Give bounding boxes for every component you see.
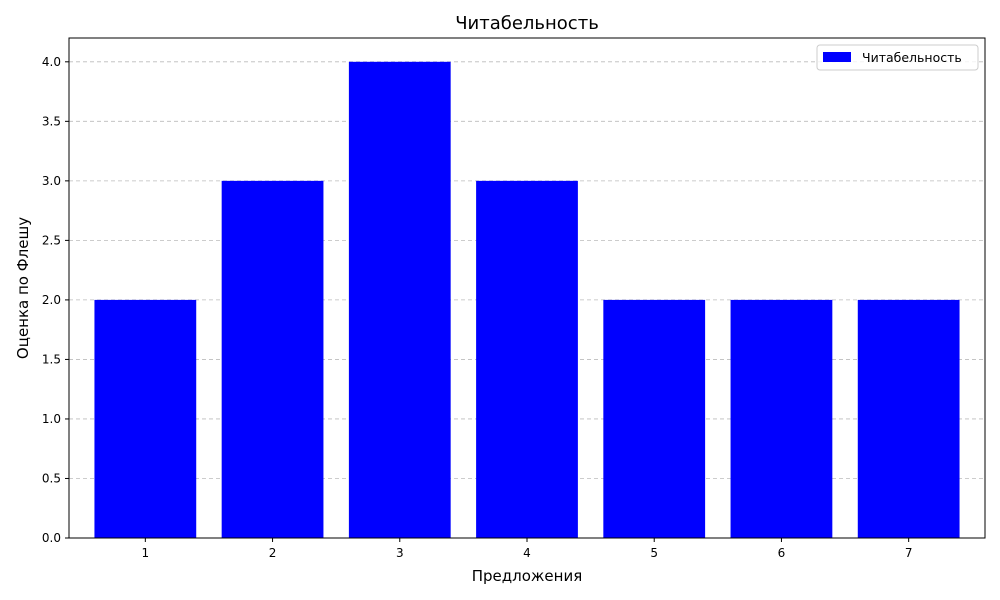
y-tick-label: 1.0: [42, 412, 61, 426]
y-tick-label: 2.0: [42, 293, 61, 307]
legend-swatch: [823, 52, 851, 62]
x-tick-label: 6: [778, 546, 786, 560]
y-ticks: 0.0 0.5 1.0 1.5 2.0 2.5 3.0 3.5 4.0: [42, 55, 69, 545]
bar: [476, 180, 578, 538]
legend-label: Читабельность: [862, 50, 962, 65]
bar: [94, 299, 197, 538]
y-axis-label: Оценка по Флешу: [14, 217, 32, 359]
bar: [730, 299, 833, 538]
bars: [94, 61, 960, 539]
y-tick-label: 3.5: [42, 114, 61, 128]
bar: [221, 180, 324, 538]
bar: [348, 61, 451, 539]
x-tick-label: 4: [523, 546, 531, 560]
x-tick-label: 2: [269, 546, 277, 560]
legend: Читабельность: [816, 44, 979, 71]
y-tick-label: 3.0: [42, 174, 61, 188]
x-ticks: 1 2 3 4 5 6 7: [142, 538, 913, 560]
legend-box: [816, 44, 979, 71]
bar: [857, 299, 960, 538]
chart-title: Читабельность: [455, 13, 599, 34]
x-tick-label: 7: [905, 546, 913, 560]
x-tick-label: 3: [396, 546, 404, 560]
y-tick-label: 1.5: [42, 352, 61, 366]
x-axis-label: Предложения: [472, 567, 583, 585]
y-tick-label: 4.0: [42, 55, 61, 69]
y-tick-label: 0.5: [42, 471, 61, 485]
y-tick-label: 0.0: [42, 531, 61, 545]
x-tick-label: 1: [142, 546, 150, 560]
x-tick-label: 5: [650, 546, 658, 560]
y-tick-label: 2.5: [42, 233, 61, 247]
bar: [603, 299, 706, 538]
